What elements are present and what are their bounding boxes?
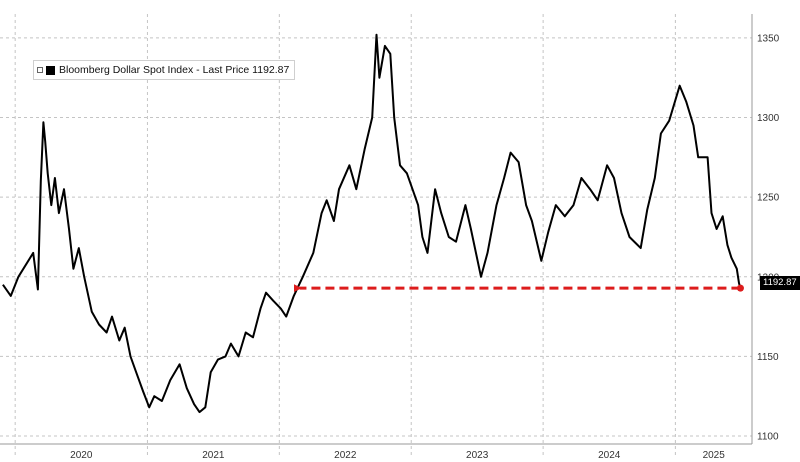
grid xyxy=(0,14,752,458)
x-tick-label: 2023 xyxy=(466,450,489,461)
y-tick-label: 1300 xyxy=(757,113,780,124)
x-axis: 2020 2021 2022 2023 2024 2025 xyxy=(0,443,752,461)
x-tick-label: 2020 xyxy=(70,450,93,461)
y-tick-label: 1350 xyxy=(757,33,780,44)
legend: Bloomberg Dollar Spot Index - Last Price… xyxy=(33,60,296,80)
arrow-origin-dot xyxy=(736,284,744,292)
legend-label: Bloomberg Dollar Spot Index - Last Price… xyxy=(59,64,290,76)
legend-toggle-icon xyxy=(37,67,43,73)
series xyxy=(2,33,742,414)
legend-swatch-icon xyxy=(46,65,55,75)
series-line xyxy=(2,33,742,414)
y-tick-label: 1100 xyxy=(757,432,779,443)
y-axis: 110011501200125013001350 xyxy=(751,14,780,444)
x-tick-label: 2024 xyxy=(598,450,621,461)
x-tick-label: 2021 xyxy=(202,450,225,461)
x-tick-label: 2022 xyxy=(334,450,357,461)
annotation xyxy=(293,284,744,293)
last-value-label: 1192.87 xyxy=(760,276,800,290)
y-tick-label: 1150 xyxy=(757,352,779,363)
x-tick-label: 2025 xyxy=(703,450,726,461)
y-tick-label: 1250 xyxy=(757,193,780,204)
